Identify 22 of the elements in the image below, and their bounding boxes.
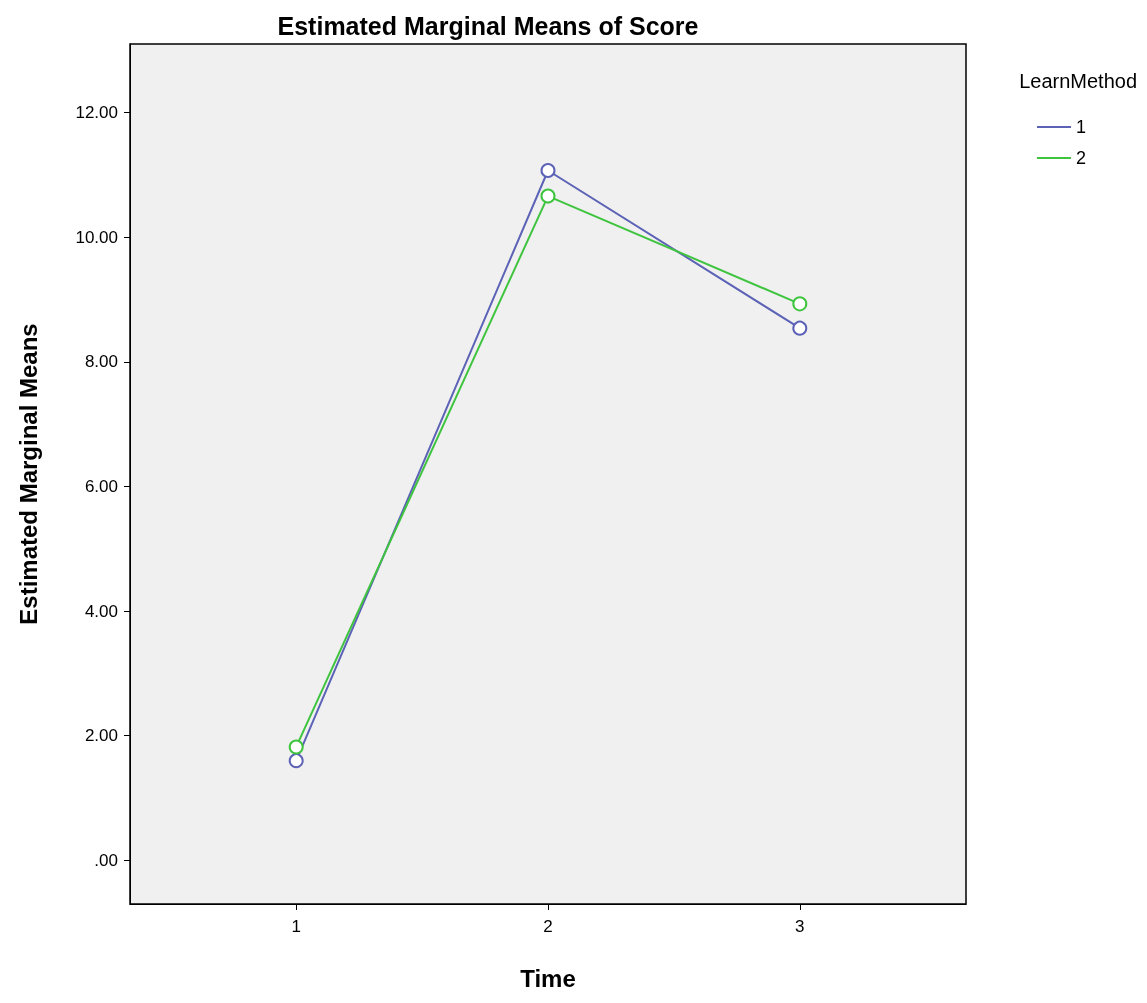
- y-tick-label: .00: [94, 850, 118, 870]
- x-axis-title: Time: [520, 964, 576, 992]
- legend-title: LearnMethod: [1019, 70, 1138, 92]
- point: [792, 296, 808, 312]
- y-tick-label: 4.00: [84, 601, 118, 621]
- point: [288, 739, 304, 755]
- x-tick-label: 3: [795, 917, 805, 936]
- point: [540, 188, 556, 204]
- point: [540, 163, 556, 178]
- x-tick-label: 2: [543, 917, 553, 936]
- chart-title: Estimated Marginal Means of Score: [277, 11, 699, 40]
- legend-label: 2: [1075, 148, 1086, 168]
- y-tick-label: 12.00: [75, 103, 118, 123]
- point: [288, 753, 304, 769]
- y-tick-label: 6.00: [84, 476, 118, 496]
- legend-label: 1: [1075, 117, 1086, 137]
- x-tick-label: 1: [291, 917, 301, 936]
- y-tick-label: 10.00: [75, 227, 118, 247]
- y-tick-label: 2.00: [84, 726, 118, 746]
- y-axis-title: Estimated Marginal Means: [14, 323, 42, 625]
- y-tick-label: 8.00: [84, 352, 118, 372]
- point: [792, 320, 808, 336]
